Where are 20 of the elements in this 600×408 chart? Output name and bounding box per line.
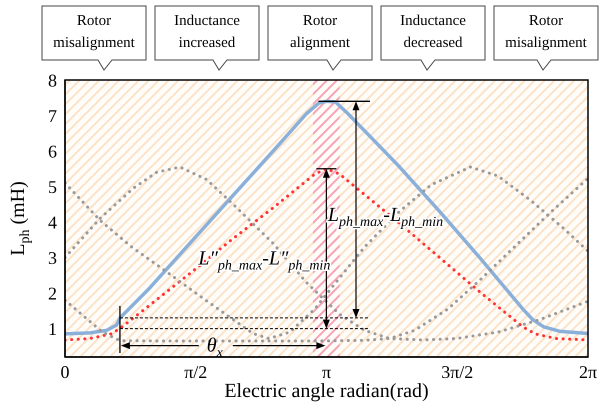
y-tick-label: 5 — [48, 176, 57, 197]
y-tick-label: 2 — [48, 283, 57, 304]
line-series — [65, 100, 588, 336]
y-tick-label: 8 — [48, 70, 57, 90]
text: Rotor misalignment — [52, 12, 136, 53]
text: Rotor misalignment — [504, 12, 588, 53]
x-axis-title: Electric angle radian(rad) — [224, 380, 429, 402]
y-tick-label: 1 — [48, 318, 57, 339]
text: Inductance increased — [173, 12, 241, 53]
y-tick-label: 4 — [48, 212, 57, 232]
x-tick-label: π/2 — [184, 362, 208, 382]
x-tick-label: 3π/2 — [441, 362, 474, 382]
x-tick-label: 2π — [578, 362, 598, 382]
y-tick-label: 7 — [48, 106, 57, 126]
x-tick-label: 0 — [60, 362, 70, 382]
text: Rotor alignment — [289, 12, 351, 53]
x-tick-label: π — [322, 362, 332, 382]
y-tick-label: 6 — [48, 141, 57, 162]
text: Inductance decreased — [399, 12, 467, 53]
y-tick-label: 3 — [48, 248, 57, 268]
